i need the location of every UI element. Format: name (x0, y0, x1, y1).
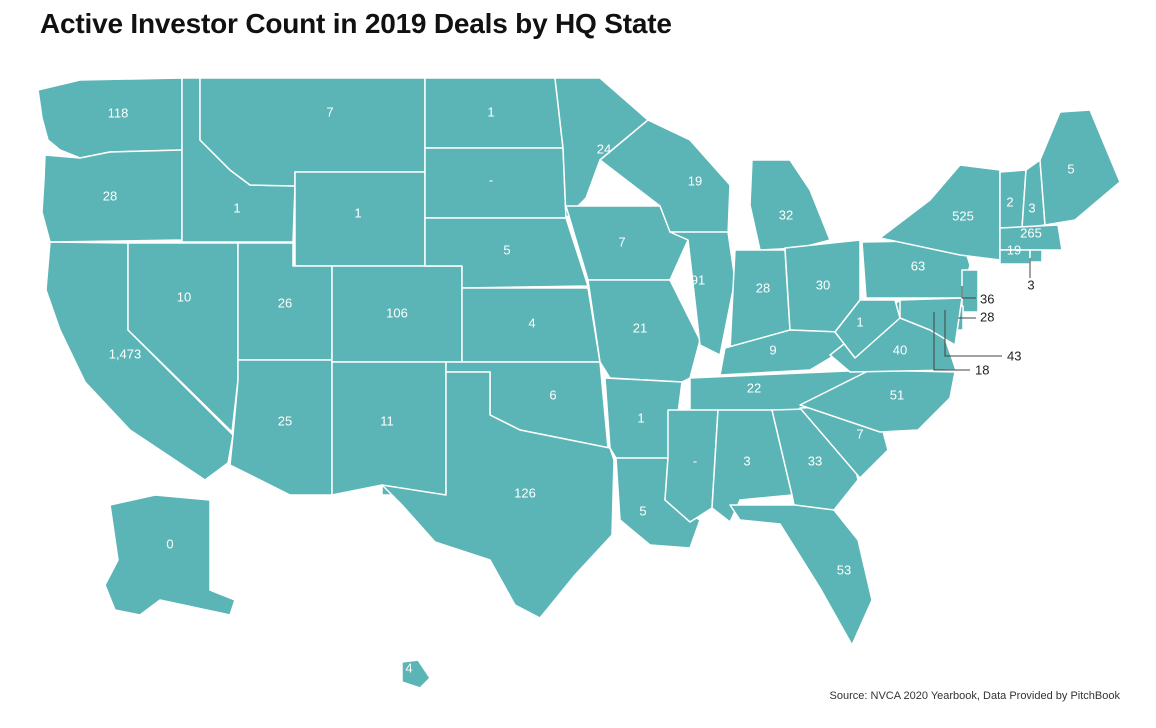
state-value-texas: 126 (514, 486, 536, 501)
state-value-massachusetts: 265 (1020, 226, 1042, 241)
state-alaska (104, 494, 236, 616)
leader-line-maryland (944, 310, 1002, 357)
state-iowa (565, 205, 689, 281)
state-value-louisiana: 5 (639, 504, 646, 519)
state-value-arkansas: 1 (637, 411, 644, 426)
state-value-georgia: 33 (808, 454, 822, 469)
state-massachusetts (999, 224, 1063, 251)
source-note: Source: NVCA 2020 Yearbook, Data Provide… (829, 690, 1120, 702)
state-value-missouri: 21 (633, 321, 647, 336)
state-value-maine: 5 (1067, 162, 1074, 177)
state-value-new-jersey: 36 (980, 292, 994, 307)
state-value-minnesota: 24 (597, 142, 611, 157)
state-maine (1039, 109, 1121, 226)
state-value-south-carolina: 7 (856, 427, 863, 442)
state-value-kentucky: 9 (769, 343, 776, 358)
state-value-new-york: 525 (952, 209, 974, 224)
state-value-new-mexico: 11 (380, 414, 394, 429)
state-value-arizona: 25 (278, 414, 292, 429)
state-value-florida: 53 (837, 563, 851, 578)
state-value-hawaii: 4 (405, 661, 412, 676)
state-south-dakota (424, 147, 567, 219)
state-value-wisconsin: 19 (688, 174, 702, 189)
state-value-tennessee: 22 (747, 381, 761, 396)
state-value-ohio: 30 (816, 278, 830, 293)
state-missouri (587, 279, 701, 383)
state-value-michigan: 32 (779, 208, 793, 223)
state-illinois (669, 231, 736, 356)
state-wisconsin (599, 119, 731, 236)
state-value-west-virginia: 1 (856, 315, 863, 330)
state-value-virginia: 40 (893, 343, 907, 358)
state-value-vermont: 2 (1006, 195, 1013, 210)
state-value-new-hampshire: 3 (1028, 201, 1035, 216)
state-new-jersey (961, 269, 979, 313)
state-value-indiana: 28 (756, 281, 770, 296)
state-value-pennsylvania: 63 (911, 259, 925, 274)
state-value-iowa: 7 (618, 235, 625, 250)
state-mississippi (664, 409, 719, 523)
state-value-district-of-columbia: 18 (975, 363, 989, 378)
state-value-mississippi: - (693, 454, 697, 469)
state-value-alaska: 0 (166, 537, 173, 552)
state-value-idaho: 1 (233, 201, 240, 216)
state-maryland (899, 297, 963, 346)
state-texas (381, 371, 615, 619)
map-title: Active Investor Count in 2019 Deals by H… (40, 8, 672, 39)
state-value-oregon: 28 (103, 189, 117, 204)
state-value-kansas: 4 (528, 316, 535, 331)
state-florida (729, 504, 873, 646)
state-value-nevada: 10 (177, 290, 191, 305)
state-value-connecticut: 19 (1007, 243, 1021, 258)
state-michigan (749, 159, 831, 251)
state-value-oklahoma: 6 (549, 388, 556, 403)
state-value-alabama: 3 (743, 454, 750, 469)
state-value-north-carolina: 51 (890, 388, 904, 403)
state-minnesota (554, 77, 649, 219)
state-value-rhode-island: 3 (1027, 278, 1034, 293)
state-value-washington: 118 (108, 106, 129, 121)
state-value-north-dakota: 1 (487, 105, 494, 120)
state-value-illinois: 91 (691, 273, 705, 288)
state-value-nebraska: 5 (503, 243, 510, 258)
state-new-mexico (331, 361, 447, 496)
state-value-delaware: 28 (980, 310, 994, 325)
state-value-california: 1,473 (109, 347, 142, 362)
state-value-wyoming: 1 (354, 206, 361, 221)
state-west-virginia (834, 299, 901, 359)
state-value-colorado: 106 (386, 306, 408, 321)
state-value-montana: 7 (326, 105, 333, 120)
state-value-maryland: 43 (1007, 349, 1021, 364)
state-montana (199, 77, 426, 187)
state-value-south-dakota: - (489, 173, 493, 188)
state-value-utah: 26 (278, 296, 292, 311)
state-new-york (879, 164, 1001, 261)
state-hawaii (401, 659, 431, 689)
state-rhode-island (1029, 249, 1043, 263)
leader-line-new-jersey (961, 286, 976, 299)
leader-line-district-of-columbia (933, 312, 970, 371)
